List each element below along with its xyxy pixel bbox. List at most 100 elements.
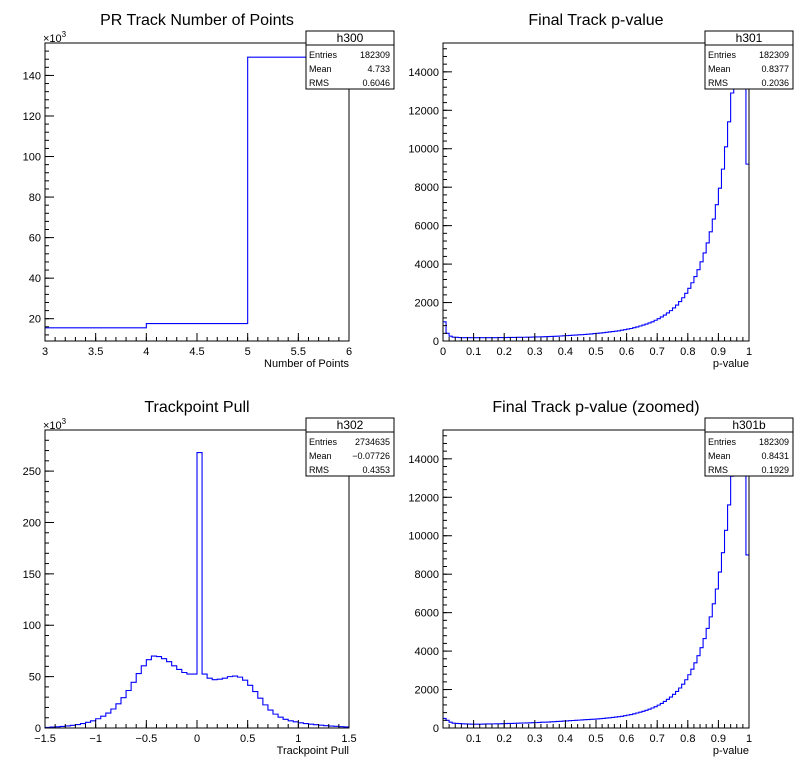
y-axis: 0 50 100 150 200 250 ×103 bbox=[23, 417, 67, 735]
x-tick-label: 0.3 bbox=[527, 733, 542, 745]
histogram-line bbox=[45, 56, 349, 329]
x-tick-label: −0.5 bbox=[135, 733, 157, 745]
x-tick-label: 0.9 bbox=[711, 733, 726, 745]
stats-name: h301b bbox=[732, 418, 766, 432]
x-tick-label: 0.9 bbox=[711, 346, 726, 358]
stats-entries-label: Entries bbox=[309, 437, 338, 447]
y-tick-label: 20 bbox=[29, 314, 41, 326]
y-tick-label: 14000 bbox=[408, 67, 439, 79]
x-tick-label: 0.5 bbox=[240, 733, 255, 745]
x-tick-label: 1 bbox=[295, 733, 301, 745]
x-axis: 0.1 0.2 0.3 0.4 0.5 0.6 0.7 0.8 0.9 1p-value bbox=[442, 720, 752, 757]
y-tick-label: 60 bbox=[29, 233, 41, 245]
stats-box: h301b Entries 182309 Mean 0.8431 RMS 0.1929 bbox=[704, 417, 794, 477]
y-tick-label: 80 bbox=[29, 192, 41, 204]
x-tick-label: 0.3 bbox=[527, 346, 542, 358]
y-axis-exponent-base: ×10 bbox=[43, 33, 62, 45]
stats-name: h300 bbox=[337, 31, 364, 45]
x-tick-label: 1 bbox=[746, 346, 752, 358]
stats-entries-label: Entries bbox=[309, 50, 338, 60]
y-tick-label: 0 bbox=[433, 723, 439, 735]
y-axis: 20 40 60 80 100 120 140 ×103 bbox=[23, 30, 67, 336]
x-tick-label: 0.6 bbox=[619, 733, 634, 745]
stats-box: h300 Entries 182309 Mean 4.733 RMS 0.6046 bbox=[305, 30, 395, 90]
x-tick-label: 4 bbox=[143, 346, 149, 358]
y-tick-label: 250 bbox=[23, 466, 41, 478]
x-tick-label: 0.1 bbox=[466, 733, 481, 745]
x-tick-label: −1 bbox=[89, 733, 102, 745]
stats-entries-value: 182309 bbox=[759, 50, 789, 60]
stats-entries-label: Entries bbox=[708, 50, 737, 60]
y-tick-label: 14000 bbox=[408, 454, 439, 466]
chart-title: Final Track p-value (zoomed) bbox=[492, 399, 699, 416]
stats-mean-value: 4.733 bbox=[367, 64, 390, 74]
x-tick-label: −1.5 bbox=[34, 733, 56, 745]
y-tick-label: 100 bbox=[23, 152, 41, 164]
stats-entries-value: 182309 bbox=[759, 437, 789, 447]
chart-panel-h302: Trackpoint Pull−1.5 −1 −0.5 0 0.5 1 1.5Trackpo… bbox=[23, 399, 395, 757]
chart-title: PR Track Number of Points bbox=[100, 12, 294, 29]
chart-panel-h300: PR Track Number of Points 3 3.5 4 4.5 5 5.5 6Nu… bbox=[23, 12, 395, 370]
stats-entries-label: Entries bbox=[708, 437, 737, 447]
x-tick-label: 0.2 bbox=[497, 346, 512, 358]
x-tick-label: 5 bbox=[245, 346, 251, 358]
stats-rms-label: RMS bbox=[708, 78, 728, 88]
stats-mean-label: Mean bbox=[309, 64, 332, 74]
x-tick-label: 3.5 bbox=[88, 346, 103, 358]
stats-mean-value: 0.8377 bbox=[761, 64, 789, 74]
chart-panel-h301: Final Track p-value 0 0.1 0.2 0.3 0.4 0.5 0.6 0.… bbox=[408, 12, 794, 370]
x-axis-label: Number of Points bbox=[264, 358, 349, 370]
x-tick-label: 0.7 bbox=[650, 733, 665, 745]
histogram-line bbox=[443, 42, 749, 339]
x-tick-label: 0.5 bbox=[588, 346, 603, 358]
y-tick-label: 2000 bbox=[415, 685, 439, 697]
x-axis: 0 0.1 0.2 0.3 0.4 0.5 0.6 0.7 0.8 0.9 1p-value bbox=[440, 333, 752, 370]
x-tick-label: 0.2 bbox=[497, 733, 512, 745]
stats-mean-label: Mean bbox=[309, 451, 332, 461]
stats-rms-value: 0.2036 bbox=[761, 78, 789, 88]
x-tick-label: 0 bbox=[440, 346, 446, 358]
y-axis-exponent-power: 3 bbox=[62, 417, 67, 426]
stats-rms-value: 0.4353 bbox=[362, 465, 390, 475]
stats-name: h302 bbox=[337, 418, 364, 432]
y-tick-label: 10000 bbox=[408, 531, 439, 543]
y-tick-label: 0 bbox=[433, 336, 439, 348]
stats-box-frame bbox=[305, 30, 395, 90]
y-tick-label: 12000 bbox=[408, 492, 439, 504]
y-tick-label: 8000 bbox=[415, 182, 439, 194]
stats-rms-label: RMS bbox=[309, 465, 329, 475]
y-tick-label: 100 bbox=[23, 620, 41, 632]
stats-box: h301 Entries 182309 Mean 0.8377 RMS 0.2036 bbox=[704, 30, 794, 90]
x-tick-label: 0 bbox=[194, 733, 200, 745]
y-axis-exponent: ×103 bbox=[43, 30, 67, 45]
stats-entries-value: 2734635 bbox=[355, 437, 390, 447]
histogram-line bbox=[443, 429, 749, 725]
x-tick-label: 5.5 bbox=[291, 346, 306, 358]
x-tick-label: 0.1 bbox=[466, 346, 481, 358]
y-tick-label: 50 bbox=[29, 672, 41, 684]
y-tick-label: 150 bbox=[23, 569, 41, 581]
y-tick-label: 6000 bbox=[415, 221, 439, 233]
x-axis-label: p-value bbox=[713, 358, 749, 370]
x-tick-label: 0.6 bbox=[619, 346, 634, 358]
x-tick-label: 1 bbox=[746, 733, 752, 745]
x-tick-label: 0.8 bbox=[680, 346, 695, 358]
y-axis-exponent: ×103 bbox=[43, 417, 67, 432]
stats-box-frame bbox=[704, 417, 794, 477]
chart-title: Trackpoint Pull bbox=[144, 399, 249, 416]
stats-mean-label: Mean bbox=[708, 451, 731, 461]
y-tick-label: 120 bbox=[23, 111, 41, 123]
x-tick-label: 1.5 bbox=[341, 733, 356, 745]
chart-title: Final Track p-value bbox=[528, 12, 663, 29]
x-tick-label: 0.7 bbox=[650, 346, 665, 358]
y-tick-label: 8000 bbox=[415, 569, 439, 581]
x-tick-label: 6 bbox=[346, 346, 352, 358]
y-tick-label: 4000 bbox=[415, 259, 439, 271]
y-tick-label: 4000 bbox=[415, 646, 439, 658]
stats-rms-value: 0.1929 bbox=[761, 465, 789, 475]
y-tick-label: 200 bbox=[23, 517, 41, 529]
